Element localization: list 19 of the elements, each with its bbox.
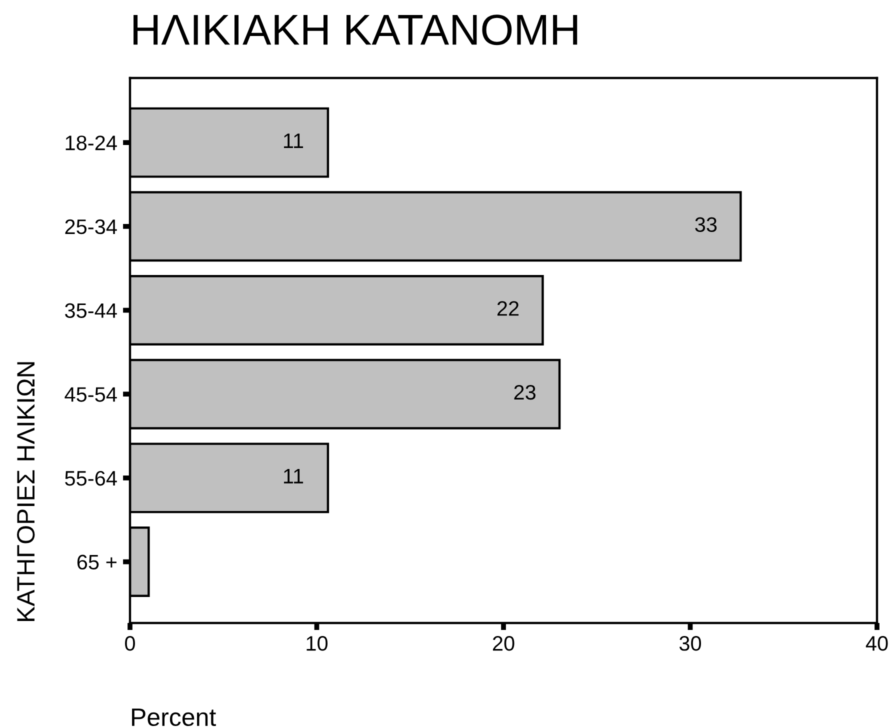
y-tick-label: 35-44 xyxy=(65,303,117,318)
data-label: 23 xyxy=(514,384,536,400)
data-label: 33 xyxy=(695,217,717,232)
y-tick-label: 45-54 xyxy=(64,387,117,402)
x-tick-label: 10 xyxy=(306,636,328,651)
y-tick-label: 65 + xyxy=(77,554,116,570)
x-tick-label: 30 xyxy=(679,636,702,651)
x-tick-label: 40 xyxy=(866,636,888,651)
x-tick-label: 20 xyxy=(492,636,514,651)
y-tick-label: 55-64 xyxy=(65,470,117,486)
data-label: 22 xyxy=(497,301,519,316)
y-tick-label: 25-34 xyxy=(65,219,117,234)
data-label: 11 xyxy=(284,134,304,148)
y-axis-title: ΚΑΤΗΓΟΡΙΕΣ ΗΛΙΚΙΩΝ xyxy=(17,362,35,621)
x-tick-label: 0 xyxy=(125,636,135,651)
y-tick-label: 18-24 xyxy=(66,136,117,150)
data-label: 11 xyxy=(284,469,304,484)
x-axis-title: Percent xyxy=(132,708,216,726)
chart-title: ΗΛΙΚΙΑΚΗ ΚΑΤΑΝΟΜΗ xyxy=(134,14,578,46)
